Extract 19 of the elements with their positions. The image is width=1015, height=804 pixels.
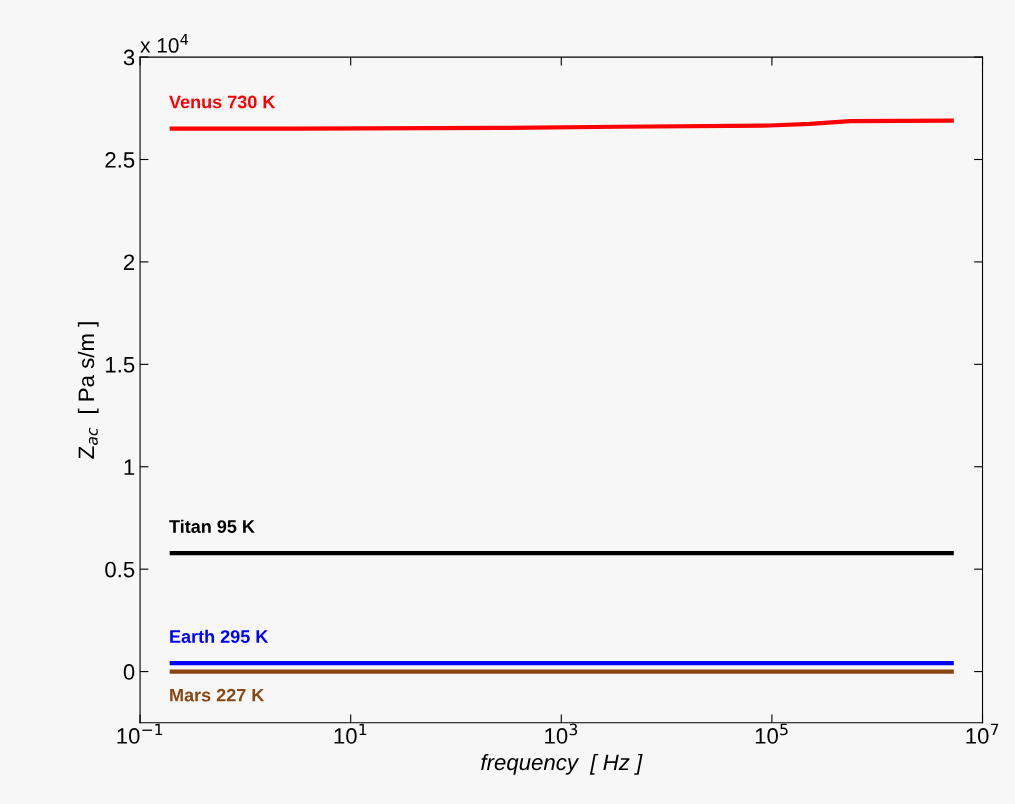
x-tick-label: 10$^{7}$ [966, 723, 999, 744]
series-label: Mars 227 K [170, 688, 265, 702]
x-axis-title: frequency [ Hz ] [481, 753, 643, 775]
y-axis-title: Z$_{ac}$ [ Pa s/m ] [77, 322, 99, 459]
y-tick-label: 1 [124, 459, 135, 475]
y-tick-label: 3 [123, 49, 135, 66]
series-label: Titan 95 K [169, 519, 255, 533]
y-tick-label: 1.5 [106, 357, 135, 373]
x-tick-label: 10$^{1}$ [334, 723, 367, 744]
y-tick-label: 2.5 [105, 152, 135, 168]
text: x 10$^{4}$ [140, 34, 189, 53]
x-tick-label: 10$^{3}$ [545, 723, 578, 744]
y-tick-label: 0 [123, 664, 135, 680]
x-tick-label: 10$^{5}$ [755, 723, 788, 744]
y-tick-label: 2 [123, 254, 135, 270]
x-tick-label: 10$^{−1}$ [117, 723, 163, 744]
y-tick-label: 0.5 [105, 561, 135, 578]
series-label: Earth 295 K [170, 629, 269, 643]
series-label: Venus 730 K [169, 95, 276, 109]
